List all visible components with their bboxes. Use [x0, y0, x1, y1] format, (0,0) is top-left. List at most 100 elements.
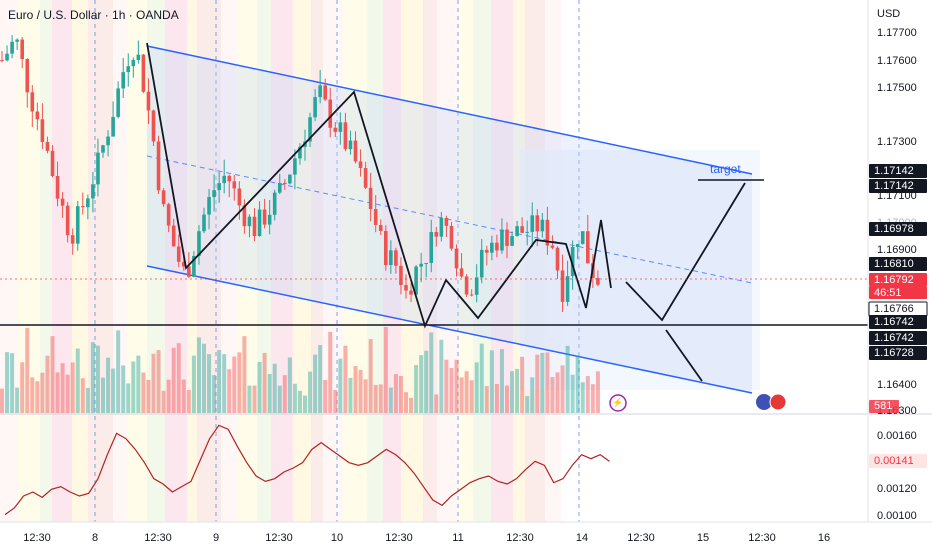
alt-projection-path — [665, 329, 703, 382]
symbol-title[interactable]: Euro / U.S. Dollar · 1h · OANDA — [8, 8, 179, 22]
volume-bar — [565, 345, 570, 413]
candle-body — [545, 219, 550, 246]
volume-bar — [489, 350, 494, 413]
price-tag-label: 1.16728 — [874, 347, 914, 359]
session-band — [221, 0, 237, 522]
time-tick-label: 12:30 — [385, 532, 413, 544]
candle-body — [217, 183, 221, 191]
candle-body — [272, 192, 277, 215]
projection-shade — [520, 150, 760, 390]
volume-bar — [318, 345, 323, 413]
volume-bar — [126, 383, 131, 413]
candle-body — [121, 72, 125, 89]
candle-body — [333, 127, 338, 132]
volume-bar — [80, 378, 85, 413]
target-label: target — [710, 162, 741, 176]
candle-body — [156, 141, 161, 191]
candle-body — [207, 197, 211, 215]
session-band — [197, 0, 221, 522]
volume-bar — [171, 347, 176, 413]
volume-bar — [95, 345, 100, 413]
candle-body — [308, 117, 312, 142]
volume-bar — [439, 339, 444, 413]
candle-body — [45, 141, 50, 151]
candle-body — [565, 276, 570, 302]
candle-body — [389, 250, 393, 266]
time-tick-label: 8 — [92, 532, 98, 544]
candle-body — [530, 215, 535, 232]
candle-body — [318, 85, 322, 98]
channel-upper-line — [146, 45, 753, 175]
volume-bar — [560, 365, 565, 413]
volume-bar — [429, 332, 434, 413]
volume-bar — [55, 372, 60, 413]
candle-body — [111, 116, 115, 137]
candle-body — [490, 242, 494, 253]
volume-bar — [70, 362, 75, 413]
candle-body — [283, 182, 287, 184]
volume-bar — [479, 343, 484, 413]
candle-body — [202, 214, 206, 232]
volume-bar — [106, 357, 111, 413]
volume-bar — [585, 376, 590, 413]
session-band — [113, 0, 127, 522]
price-tick-label: 1.17500 — [877, 82, 917, 94]
volume-bar — [469, 380, 474, 413]
volume-bar — [550, 376, 555, 413]
candle-body — [116, 88, 120, 117]
time-tick-label: 14 — [576, 532, 588, 544]
candle-body — [479, 249, 484, 278]
volume-bar — [454, 359, 459, 413]
volume-bar — [90, 342, 95, 413]
volume-bar — [75, 348, 80, 413]
candle-body — [404, 285, 408, 291]
candle-body — [596, 278, 600, 285]
candle-body — [414, 266, 418, 295]
price-tag-bg — [869, 179, 927, 193]
candle-body — [323, 85, 327, 100]
candle-body — [262, 209, 267, 225]
candle-body — [353, 140, 358, 162]
candle-body — [409, 290, 413, 295]
volume-bar — [257, 361, 262, 413]
volume-bar — [414, 365, 419, 413]
candle-body — [535, 215, 540, 232]
session-band — [271, 0, 293, 522]
volume-bar — [575, 355, 580, 413]
session-band — [311, 0, 323, 522]
time-tick-label: 12:30 — [265, 532, 293, 544]
candle-body — [222, 175, 226, 184]
volume-bar — [45, 355, 50, 413]
indicator-line — [4, 424, 610, 516]
volume-bar — [20, 362, 25, 413]
volume-bar — [217, 350, 222, 413]
volume-bar — [313, 354, 318, 413]
volume-bar — [60, 363, 65, 413]
indicator-tick-label: 0.00120 — [877, 483, 917, 495]
candles — [0, 35, 600, 313]
session-band — [491, 0, 513, 522]
candle-body — [146, 91, 151, 111]
session-band — [257, 0, 271, 522]
candle-body — [257, 209, 262, 237]
time-tick-label: 16 — [818, 532, 830, 544]
candle-body — [394, 250, 398, 266]
volume-bar — [333, 390, 338, 413]
candle-body — [298, 146, 302, 159]
volume-bar — [409, 397, 414, 413]
time-tick-label: 10 — [331, 532, 343, 544]
session-band — [513, 0, 525, 522]
candle-body — [464, 276, 469, 295]
candle-body — [439, 218, 444, 237]
volume-bar — [196, 337, 201, 413]
volume-bar — [363, 379, 368, 413]
price-tag-label: 1.16766 — [874, 303, 914, 315]
candle-body — [580, 231, 585, 245]
volume-bar — [131, 361, 136, 413]
currency-label[interactable]: USD — [877, 8, 901, 20]
candle-body — [419, 263, 423, 267]
candle-body — [358, 161, 363, 169]
session-band — [237, 0, 257, 522]
